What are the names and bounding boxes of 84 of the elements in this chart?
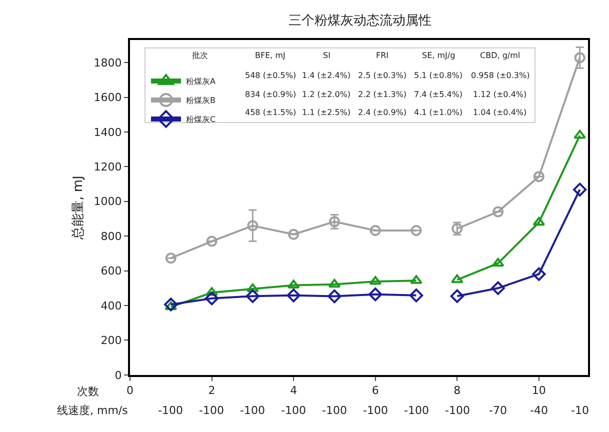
text: -100 <box>445 404 470 417</box>
point <box>288 228 300 240</box>
annotation: 1.4 (±2.4%) <box>302 71 351 80</box>
annotation: 0.958 (±0.3%) <box>471 71 530 80</box>
annotation: BFE, mJ <box>255 51 286 60</box>
annotation: 1.04 (±0.4%) <box>473 108 527 117</box>
y-tick-label: 1600 <box>94 91 122 104</box>
annotation: 7.4 (±5.4%) <box>414 90 463 99</box>
annotation: 批次 <box>192 51 208 60</box>
point <box>246 289 260 303</box>
annotation: 5.1 (±0.8%) <box>414 71 463 80</box>
point <box>532 267 546 281</box>
y-tick-label: 1800 <box>94 56 122 70</box>
annotation: 2.2 (±1.3%) <box>358 90 407 99</box>
point <box>247 220 258 232</box>
legend-label: 粉煤灰C <box>186 115 216 124</box>
point <box>410 275 422 284</box>
text: -40 <box>530 404 548 417</box>
annotation: 4.1 (±1.0%) <box>414 108 463 117</box>
y-tick-label: 600 <box>100 264 122 278</box>
x-tick-label: 0 <box>126 384 134 398</box>
x-tick-label: 4 <box>290 384 298 398</box>
text: -70 <box>489 404 507 417</box>
text: -100 <box>240 404 265 417</box>
y-tick-label: 200 <box>100 334 122 348</box>
point <box>370 225 381 236</box>
annotation: SE, mJ/g <box>422 51 456 60</box>
chart-title: 三个粉煤灰动态流动属性 <box>288 12 432 29</box>
y-axis-title: 总能量, mJ <box>71 176 86 240</box>
text: -100 <box>363 404 388 417</box>
y-tick-label: 1200 <box>94 160 122 174</box>
point <box>286 288 300 302</box>
annotation: 458 (±1.5%) <box>245 108 296 117</box>
text: -100 <box>404 404 429 417</box>
point <box>165 252 176 264</box>
y-tick-label: 1400 <box>94 126 122 139</box>
annotation: 2.5 (±0.3%) <box>358 71 407 80</box>
point <box>492 206 504 218</box>
y-tick-label: 800 <box>100 230 122 243</box>
point <box>410 225 422 236</box>
annotation: SI <box>323 51 330 60</box>
point <box>492 258 504 267</box>
legend-label: 粉煤灰A <box>186 77 216 86</box>
text: -100 <box>158 404 183 417</box>
annotation: 548 (±0.5%) <box>245 71 296 80</box>
y-tick-label: 400 <box>100 299 122 312</box>
legend-label: 粉煤灰B <box>186 96 216 106</box>
y-tick-label: 0 <box>114 368 122 382</box>
point <box>491 281 505 295</box>
point <box>532 216 546 226</box>
point <box>204 292 219 306</box>
text: -100 <box>322 404 347 417</box>
x-tick-label: 10 <box>532 384 546 398</box>
text: 线速度, mm/s <box>57 404 128 417</box>
point <box>533 171 544 182</box>
point <box>572 182 587 196</box>
text: -100 <box>199 404 224 417</box>
y-tick-label: 1000 <box>94 195 122 208</box>
point <box>164 298 178 312</box>
annotation: 1.2 (±2.0%) <box>302 90 351 99</box>
point <box>246 283 259 292</box>
point <box>450 274 464 284</box>
x-tick-label: 6 <box>372 384 379 398</box>
x-axis-title: 次数 <box>77 385 99 398</box>
point <box>574 130 586 139</box>
annotation: 1.12 (±0.4%) <box>473 90 527 99</box>
point <box>450 289 464 303</box>
annotation: 834 (±0.9%) <box>245 90 296 99</box>
text: -100 <box>281 404 306 417</box>
point <box>328 278 341 288</box>
point <box>574 52 586 64</box>
point <box>206 287 218 296</box>
annotation: FRI <box>376 51 389 60</box>
point <box>206 236 218 247</box>
point <box>164 301 178 310</box>
annotation: CBD, g/ml <box>480 51 520 60</box>
text: -10 <box>571 404 589 417</box>
point <box>368 288 382 302</box>
point <box>409 288 424 302</box>
point <box>328 289 342 304</box>
annotation: 1.1 (±2.5%) <box>302 108 351 117</box>
annotation: 2.4 (±0.9%) <box>358 108 407 117</box>
x-tick-label: 8 <box>454 384 461 398</box>
x-tick-label: 2 <box>208 384 216 398</box>
